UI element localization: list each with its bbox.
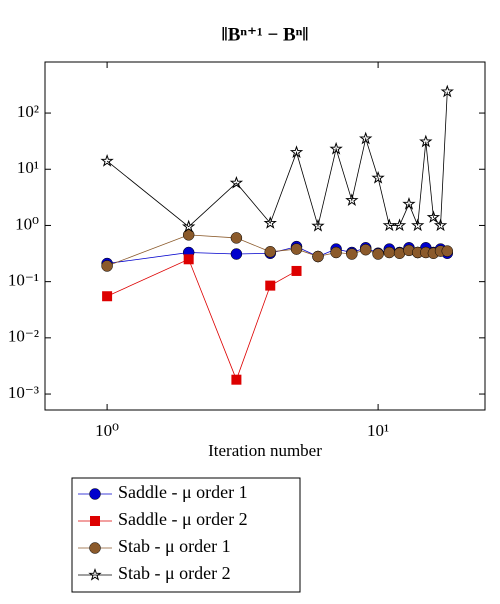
marker <box>392 218 407 232</box>
marker <box>230 248 243 260</box>
marker <box>372 248 384 260</box>
marker <box>264 246 277 258</box>
marker <box>90 516 100 526</box>
marker <box>402 197 416 210</box>
legend-text: Saddle - μ order 1 <box>118 482 248 502</box>
marker <box>311 218 325 232</box>
y-tick-label: 10² <box>17 102 39 121</box>
y-tick-label: 10¹ <box>17 158 39 177</box>
y-tick-label: 10⁻² <box>8 327 39 346</box>
marker <box>291 265 302 276</box>
y-tick-label: 10⁰ <box>15 214 39 233</box>
marker <box>441 245 454 257</box>
legend-text: Saddle - μ order 2 <box>118 509 248 529</box>
marker <box>359 131 373 145</box>
marker <box>426 210 441 223</box>
marker <box>263 216 277 229</box>
y-tick-label: 10⁻³ <box>8 383 39 402</box>
marker <box>419 134 433 148</box>
marker <box>183 254 194 265</box>
marker <box>329 141 343 155</box>
series-line <box>106 258 297 381</box>
marker <box>89 542 101 554</box>
marker <box>229 175 244 189</box>
plot-frame <box>44 61 486 411</box>
legend-text: Stab - μ order 1 <box>118 536 231 556</box>
marker <box>359 243 372 256</box>
marker <box>182 229 195 241</box>
marker <box>330 246 342 259</box>
marker <box>265 280 276 291</box>
marker <box>182 219 196 233</box>
marker <box>382 218 396 232</box>
x-tick-label: 10⁰ <box>95 421 119 440</box>
y-tick-label: 10⁻¹ <box>8 271 39 290</box>
legend-box <box>71 477 301 593</box>
marker <box>440 84 454 98</box>
marker <box>371 170 385 184</box>
marker <box>89 488 101 500</box>
legend-text: Stab - μ order 2 <box>118 563 231 583</box>
marker <box>230 232 243 244</box>
marker <box>383 246 396 259</box>
x-axis-label: Iteration number <box>208 441 322 460</box>
marker <box>312 250 324 263</box>
marker <box>102 291 113 302</box>
marker <box>290 243 303 255</box>
x-tick-label: 10¹ <box>367 421 389 440</box>
marker <box>100 154 114 167</box>
marker <box>433 218 448 232</box>
marker <box>88 567 102 581</box>
marker <box>411 218 425 232</box>
chart-title: ‖Bⁿ⁺¹ − Bⁿ‖ <box>222 24 309 45</box>
marker <box>289 145 304 159</box>
series-line <box>106 91 448 228</box>
marker <box>345 193 359 207</box>
marker <box>231 374 242 385</box>
marker <box>346 248 358 260</box>
marker <box>101 260 113 272</box>
